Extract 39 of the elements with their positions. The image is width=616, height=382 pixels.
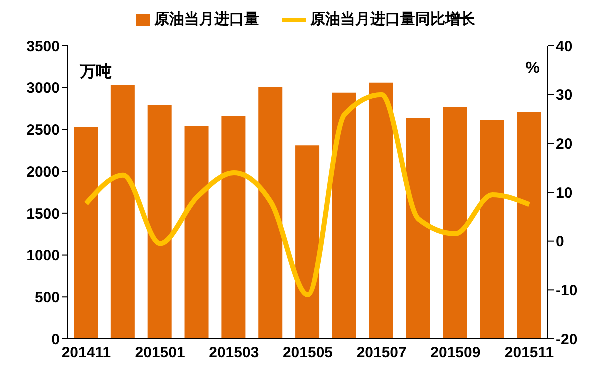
bar <box>148 105 172 339</box>
bar <box>443 107 468 339</box>
y2-tick-label: 30 <box>556 87 573 104</box>
x-tick-label: 201507 <box>356 344 407 362</box>
x-tick-label: 201505 <box>282 344 334 362</box>
bar <box>222 116 246 339</box>
y2-tick-label: 0 <box>556 234 564 251</box>
y2-axis-title: % <box>526 60 540 78</box>
y2-tick-label: 40 <box>556 38 573 56</box>
y-axis-title: 万吨 <box>80 62 112 83</box>
bar <box>110 85 135 339</box>
bar <box>332 92 356 339</box>
x-tick-label: 201501 <box>135 344 186 362</box>
y2-tick-label: 20 <box>556 136 573 153</box>
bar <box>480 120 504 339</box>
y-tick-label: 0 <box>52 331 60 348</box>
x-tick-label: 201503 <box>209 344 260 362</box>
y-tick-label: 1000 <box>26 248 60 265</box>
y2-tick-label: 10 <box>556 184 573 202</box>
bar <box>369 82 394 339</box>
bar <box>517 112 542 339</box>
y2-tick-label: -20 <box>556 331 578 348</box>
bar <box>406 118 430 339</box>
y-tick-label: 2500 <box>26 122 60 140</box>
bar <box>74 127 98 339</box>
y-tick-label: 3500 <box>26 38 60 56</box>
x-tick-label: 201511 <box>504 344 554 362</box>
x-tick-label: 201411 <box>62 344 112 362</box>
y2-tick-label: -10 <box>556 282 578 300</box>
y-tick-label: 500 <box>34 289 60 306</box>
bar <box>258 87 283 339</box>
x-tick-label: 201509 <box>430 344 481 362</box>
y-tick-label: 2000 <box>26 164 60 181</box>
y-tick-label: 1500 <box>26 206 60 223</box>
y-tick-label: 3000 <box>26 80 60 98</box>
bar <box>296 146 320 339</box>
legend-label: 原油当月进口量 <box>154 10 260 29</box>
bar <box>184 126 209 339</box>
legend-label: 原油当月进口量同比增长 <box>310 10 476 29</box>
